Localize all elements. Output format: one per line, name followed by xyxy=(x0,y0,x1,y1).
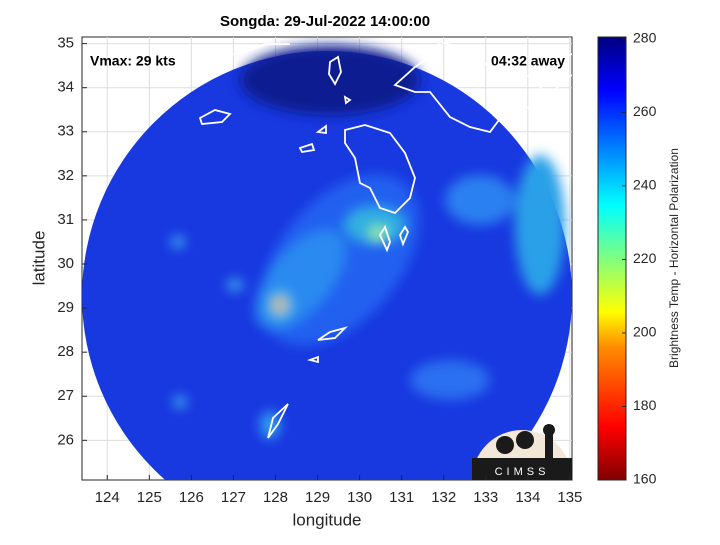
logo-text: CIMSS xyxy=(495,466,550,478)
y-axis-label: latitude xyxy=(29,231,48,286)
y-tick-label: 34 xyxy=(57,79,74,96)
x-tick-label: 131 xyxy=(389,489,414,506)
x-tick-label: 134 xyxy=(515,489,540,506)
x-tick-label: 124 xyxy=(95,489,120,506)
x-axis-label: longitude xyxy=(292,510,361,529)
colorbar-tick-label: 280 xyxy=(633,30,657,46)
y-tick-label: 32 xyxy=(57,167,74,184)
features xyxy=(171,45,565,439)
colorbar-tick-label: 200 xyxy=(633,324,657,340)
y-tick-label: 35 xyxy=(57,35,74,52)
colorbar-tick-label: 220 xyxy=(633,250,657,266)
y-tick-label: 28 xyxy=(57,343,74,360)
x-tick-label: 130 xyxy=(347,489,372,506)
coastlines xyxy=(198,40,572,439)
logo: CIMSS xyxy=(472,424,572,480)
x-tick-label: 125 xyxy=(137,489,162,506)
y-tick-label: 31 xyxy=(57,211,74,228)
x-tick-label: 132 xyxy=(431,489,456,506)
y-tick-label: 33 xyxy=(57,123,74,140)
y-tick-label: 26 xyxy=(57,431,74,448)
x-tick-label: 127 xyxy=(221,489,246,506)
y-tick-label: 30 xyxy=(57,255,74,272)
x-tick-label: 128 xyxy=(263,489,288,506)
annotation: 04:32 away xyxy=(491,53,565,69)
annotation: Vmax: 29 kts xyxy=(90,53,176,69)
colorbar xyxy=(597,36,627,481)
colorbar-tick-label: 180 xyxy=(633,397,657,413)
x-tick-label: 126 xyxy=(179,489,204,506)
swath xyxy=(82,40,572,480)
colorbar-tick-label: 240 xyxy=(633,177,657,193)
colorbar-tick-label: 260 xyxy=(633,103,657,119)
colorbar-label: Brightness Temp - Horizontal Polarizatio… xyxy=(667,148,681,368)
chart-title: Songda: 29-Jul-2022 14:00:00 xyxy=(220,13,430,30)
y-tick-label: 27 xyxy=(57,387,74,404)
x-tick-label: 133 xyxy=(473,489,498,506)
x-tick-label: 135 xyxy=(557,489,582,506)
x-tick-label: 129 xyxy=(305,489,330,506)
y-tick-label: 29 xyxy=(57,299,74,316)
colorbar-tick-label: 160 xyxy=(633,471,657,487)
